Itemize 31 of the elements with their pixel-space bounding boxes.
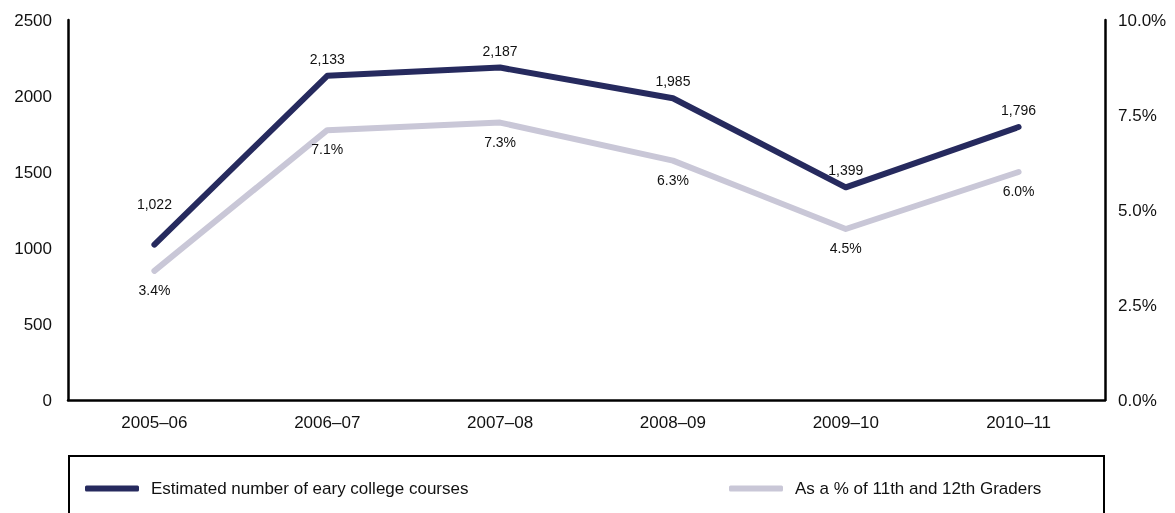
data-label: 6.0% (1002, 183, 1035, 199)
x-tick-label: 2006–07 (294, 413, 361, 432)
data-label: 7.1% (311, 141, 344, 158)
legend-label: As a % of 11th and 12th Graders (795, 479, 1042, 498)
data-label: 1,022 (136, 195, 173, 212)
data-label: 1,796 (1001, 102, 1037, 119)
x-tick-label: 2008–09 (639, 413, 707, 432)
y-tick-label: 2500 (14, 10, 52, 30)
data-label: 6.3% (656, 171, 689, 188)
data-label: 1,985 (655, 73, 691, 90)
y-tick-label: 1500 (14, 162, 52, 182)
x-tick-label: 2005–06 (121, 413, 188, 432)
y2-tick-label: 10.0% (1118, 10, 1167, 30)
y-tick-label: 500 (23, 314, 52, 334)
y2-tick-label: 7.5% (1118, 105, 1157, 125)
data-label: 7.3% (484, 133, 517, 150)
y2-tick-label: 2.5% (1118, 295, 1157, 315)
y-tick-label: 2000 (14, 86, 52, 106)
x-tick-label: 2009–10 (812, 413, 879, 432)
data-label: 1,399 (828, 162, 864, 179)
legend-label: Estimated number of eary college courses (151, 479, 469, 498)
x-tick-label: 2010–11 (986, 413, 1052, 432)
x-tick-label: 2007–08 (466, 413, 534, 432)
y-tick-label: 0 (42, 390, 52, 410)
y2-tick-label: 5.0% (1118, 200, 1157, 220)
y2-tick-label: 0.0% (1118, 390, 1157, 410)
data-label: 3.4% (138, 281, 171, 298)
y-tick-label: 1000 (14, 238, 52, 258)
data-label: 2,187 (482, 42, 518, 59)
data-label: 4.5% (829, 240, 862, 256)
data-label: 2,133 (309, 50, 345, 67)
